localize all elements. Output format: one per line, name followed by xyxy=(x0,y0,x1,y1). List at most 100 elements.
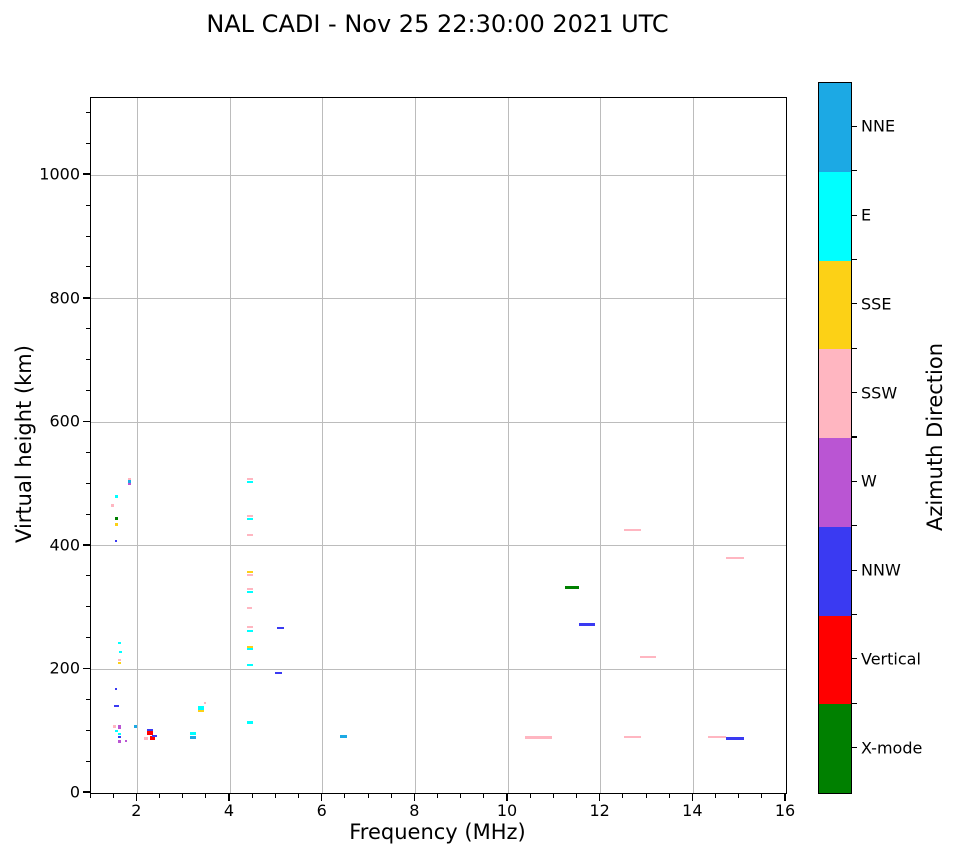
echo-point-e xyxy=(246,629,253,632)
x-tick-label-6: 6 xyxy=(316,801,327,820)
colorbar-boundary-tick xyxy=(851,347,857,349)
echo-point-ssw xyxy=(247,607,253,610)
colorbar-block-nne xyxy=(819,83,851,172)
x-major-tick-6 xyxy=(320,793,323,801)
x-major-tick-10 xyxy=(506,793,508,801)
x-axis-label: Frequency (MHz) xyxy=(349,820,526,844)
echo-point-nnw xyxy=(113,704,119,707)
x-minor-tick xyxy=(367,793,369,798)
plot-area xyxy=(90,97,787,794)
colorbar-axis-label: Azimuth Direction xyxy=(923,342,947,532)
colorbar-label-xmode: X-mode xyxy=(861,738,923,758)
y-minor-tick xyxy=(86,729,90,731)
colorbar-tick-nne xyxy=(851,125,857,127)
echo-point-ssw xyxy=(117,659,121,662)
echo-point-e xyxy=(246,648,253,651)
x-tick-label-16: 16 xyxy=(774,801,796,820)
echo-point-w xyxy=(118,739,122,743)
echo-point-sse xyxy=(197,710,204,713)
y-minor-tick xyxy=(86,606,90,608)
colorbar-boundary-tick xyxy=(851,258,857,261)
echo-point-ssw xyxy=(143,736,148,740)
colorbar-block-ssw xyxy=(819,349,851,438)
echo-point-nnw xyxy=(151,734,157,737)
colorbar-tick-xmode xyxy=(851,747,857,749)
colorbar xyxy=(818,82,852,794)
echo-point-ssw xyxy=(524,735,552,739)
echo-point-sse xyxy=(246,645,253,648)
x-tick-label-4: 4 xyxy=(223,801,235,820)
y-axis-label: Virtual height (km) xyxy=(12,345,36,543)
colorbar-boundary-tick xyxy=(851,436,857,438)
x-minor-tick xyxy=(460,793,462,798)
echo-point-ssw xyxy=(639,656,656,659)
y-major-tick-400 xyxy=(83,544,90,546)
x-minor-tick xyxy=(390,793,392,798)
x-tick-label-14: 14 xyxy=(682,801,703,820)
y-minor-tick xyxy=(86,698,90,700)
y-minor-tick xyxy=(86,637,90,639)
x-minor-tick xyxy=(182,793,184,798)
colorbar-label-sse: SSE xyxy=(861,294,892,314)
colorbar-boundary-tick xyxy=(851,613,857,616)
colorbar-tick-nnw xyxy=(851,569,857,571)
echo-point-ssw xyxy=(707,736,726,739)
echo-point-ssw xyxy=(246,588,253,591)
colorbar-block-w xyxy=(819,438,851,527)
x-minor-tick xyxy=(715,793,716,798)
x-minor-tick xyxy=(344,793,346,798)
echo-point-ssw xyxy=(246,534,253,537)
chart-title: NAL CADI - Nov 25 22:30:00 2021 UTC xyxy=(206,10,669,38)
colorbar-block-sse xyxy=(819,260,851,350)
echo-point-nne xyxy=(189,735,196,739)
echo-point-ssw xyxy=(203,702,206,705)
x-major-tick-16 xyxy=(784,793,786,801)
echo-point-e xyxy=(118,641,122,644)
gridline-y-400 xyxy=(91,545,786,547)
x-minor-tick xyxy=(529,793,531,798)
gridline-x-12 xyxy=(600,98,602,793)
y-minor-tick xyxy=(86,235,90,237)
echo-point-ssw xyxy=(246,478,253,481)
y-major-tick-800 xyxy=(83,297,90,299)
x-minor-tick xyxy=(622,793,624,798)
colorbar-boundary-tick xyxy=(851,525,857,527)
gridline-x-4 xyxy=(229,98,231,793)
x-minor-tick xyxy=(576,793,577,798)
echo-point-ssw xyxy=(112,724,116,728)
y-tick-label-0: 0 xyxy=(69,782,80,802)
y-major-tick-600 xyxy=(83,420,90,423)
echo-point-ssw xyxy=(246,515,253,518)
colorbar-block-vert xyxy=(819,615,851,705)
x-tick-label-8: 8 xyxy=(409,801,420,820)
echo-point-nne xyxy=(133,724,137,728)
gridline-y-1000 xyxy=(91,174,786,176)
gridline-y-600 xyxy=(91,421,786,423)
echo-point-ssw xyxy=(127,477,131,480)
colorbar-label-vert: Vertical xyxy=(861,649,921,669)
x-minor-tick xyxy=(89,793,91,798)
y-minor-tick xyxy=(86,111,90,113)
echo-point-e xyxy=(118,733,122,736)
echo-point-xmode xyxy=(115,517,119,521)
echo-point-w xyxy=(118,724,122,729)
y-minor-tick xyxy=(86,142,90,144)
gridline-x-2 xyxy=(136,98,138,793)
colorbar-tick-ssw xyxy=(851,392,857,394)
echo-point-nnw xyxy=(114,539,117,542)
gridline-x-8 xyxy=(414,98,416,793)
echo-point-e xyxy=(114,730,118,733)
echo-point-nnw xyxy=(147,728,154,731)
gridline-y-200 xyxy=(91,668,786,670)
y-minor-tick xyxy=(86,760,90,762)
gridline-x-14 xyxy=(692,98,694,793)
y-major-tick-200 xyxy=(83,667,90,670)
y-minor-tick xyxy=(86,451,90,453)
y-tick-label-800: 800 xyxy=(49,288,80,308)
x-tick-label-2: 2 xyxy=(131,801,142,820)
x-major-tick-14 xyxy=(691,793,694,801)
y-minor-tick xyxy=(86,328,90,330)
x-minor-tick xyxy=(761,793,763,798)
colorbar-block-xmode xyxy=(819,704,851,793)
